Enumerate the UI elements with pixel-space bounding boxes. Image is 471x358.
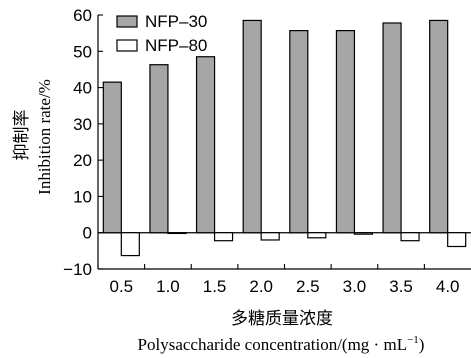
bar-nfp30-1.0 — [149, 64, 169, 234]
bar-nfp30-0.5 — [102, 81, 122, 234]
x-tick-label: 0.5 — [109, 277, 133, 296]
bar-nfp30-2.5 — [289, 30, 309, 234]
bar-nfp30-4.0 — [429, 19, 449, 234]
y-ticks: −10 0 10 20 30 40 50 60 — [63, 6, 103, 279]
bar-nfp80-3.0 — [353, 232, 374, 235]
legend-label-nfp30: NFP–30 — [145, 12, 207, 31]
bar-nfp80-2.0 — [260, 232, 280, 241]
legend: NFP–30 NFP–80 — [116, 12, 207, 55]
x-tick-label: 2.5 — [296, 277, 320, 296]
legend-swatch-nfp30 — [116, 15, 138, 28]
x-tick-label: 4.0 — [436, 277, 460, 296]
legend-swatch-nfp80 — [116, 39, 138, 52]
x-axis-title-en-main: Polysaccharide concentration/(mg · mL — [138, 335, 408, 354]
y-tick-label: 40 — [73, 79, 92, 98]
bars — [102, 19, 467, 257]
x-axis-title-cn: 多糖质量浓度 — [231, 309, 333, 329]
x-tick-label: 3.5 — [389, 277, 413, 296]
y-tick-label: 30 — [73, 115, 92, 134]
x-axis-title-en: Polysaccharide concentration/(mg · mL−1) — [138, 334, 425, 354]
legend-label-nfp80: NFP–80 — [145, 36, 207, 55]
bar-nfp30-3.5 — [382, 22, 402, 234]
bar-nfp80-1.0 — [167, 232, 187, 235]
bar-nfp80-2.5 — [307, 232, 327, 239]
y-tick-label: 20 — [73, 151, 92, 170]
y-tick-label: −10 — [63, 260, 92, 279]
x-ticks: 0.5 1.0 1.5 2.0 2.5 3.0 3.5 4.0 — [97, 264, 460, 296]
x-tick-label: 2.0 — [249, 277, 273, 296]
bar-nfp80-4.0 — [447, 232, 467, 248]
x-tick-label: 3.0 — [343, 277, 367, 296]
y-tick-label: 50 — [73, 42, 92, 61]
y-axis-title-cn: 抑制率 — [12, 110, 32, 161]
y-tick-label: 0 — [83, 224, 92, 243]
x-axis-title-en-close: ) — [419, 335, 425, 354]
bar-nfp30-1.5 — [195, 56, 216, 234]
bar-nfp80-3.5 — [400, 232, 420, 242]
x-axis-title-en-sup: −1 — [407, 334, 419, 346]
bar-nfp80-1.5 — [213, 232, 234, 242]
bar-nfp80-0.5 — [120, 232, 140, 257]
x-tick-label: 1.0 — [156, 277, 180, 296]
x-tick-label: 1.5 — [203, 277, 227, 296]
bar-nfp30-2.0 — [242, 19, 262, 234]
y-axis-title-en: Inhibition rate/% — [35, 79, 54, 195]
bar-nfp30-3.0 — [335, 30, 356, 234]
y-tick-label: 10 — [73, 187, 92, 206]
y-tick-label: 60 — [73, 6, 92, 25]
